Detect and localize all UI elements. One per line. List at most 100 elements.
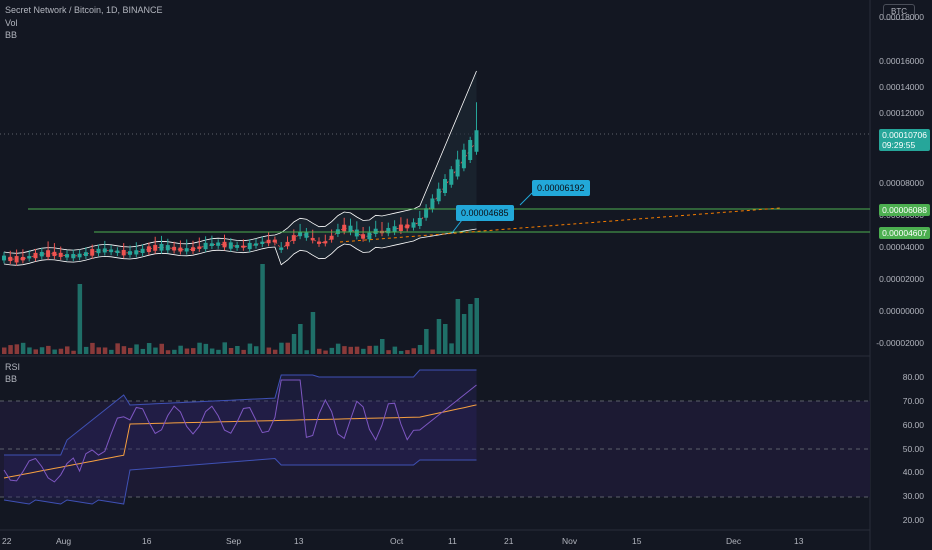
volume-bar — [153, 347, 158, 354]
horizontal-levels[interactable] — [28, 192, 870, 243]
volume-bar — [304, 350, 309, 354]
volume-bar — [191, 348, 196, 354]
volume-bar — [285, 342, 290, 354]
countdown: 09:29:55 — [882, 140, 916, 150]
volume-bar — [254, 346, 259, 354]
volume-bar — [134, 344, 139, 354]
bb-basis — [3, 140, 477, 260]
candle-body — [461, 149, 466, 169]
volume-bar — [96, 347, 101, 354]
candle-body — [285, 241, 290, 247]
rsi-axis-tick: 20.00 — [902, 515, 924, 525]
volume-bar — [354, 346, 360, 354]
price-axis-tick: 0.00012000 — [879, 108, 924, 118]
candle-body — [115, 250, 120, 253]
candle-body — [417, 218, 422, 226]
price-axis-tick: 0.00000000 — [879, 306, 924, 316]
volume-bar — [209, 348, 215, 354]
volume-bar — [247, 343, 253, 354]
volume-bar — [33, 349, 38, 354]
candle-body — [146, 246, 151, 253]
price-axis-tick: 0.00002000 — [879, 274, 924, 284]
symbol-title: Secret Network / Bitcoin, 1D, BINANCE — [5, 5, 163, 15]
rsi-indicator-label[interactable]: RSI — [5, 362, 21, 372]
candle-body — [411, 222, 416, 228]
volume-bar — [222, 342, 227, 354]
candle-body — [83, 252, 88, 256]
volume-bar — [20, 342, 26, 354]
volume-bar — [165, 350, 171, 354]
candle-body — [128, 251, 132, 255]
volume-bar — [310, 312, 316, 354]
volume-bar — [128, 347, 133, 354]
candle-body — [266, 239, 271, 244]
volume-bar — [90, 342, 95, 354]
volume-bar — [178, 345, 183, 354]
currency-badge[interactable]: BTC — [883, 4, 915, 20]
rsi-bb-lower — [3, 457, 477, 505]
candle-body — [398, 224, 403, 232]
volume-bar — [398, 350, 404, 354]
rsi-axis-tick: 50.00 — [902, 444, 924, 454]
volume-bar — [216, 349, 221, 354]
vol-indicator-label[interactable]: Vol — [5, 18, 18, 28]
volume-bar — [52, 349, 57, 354]
bb-lower — [3, 228, 477, 266]
volume-bar — [298, 324, 303, 354]
candle-body — [153, 244, 158, 251]
candle-body — [430, 198, 435, 210]
volume-bar — [474, 298, 479, 354]
volume-bar — [197, 342, 202, 354]
candle-body — [354, 229, 359, 237]
callout-lower[interactable]: 0.00004685 — [456, 205, 514, 221]
volume-bar — [235, 345, 240, 354]
volume-bar — [386, 350, 391, 354]
volume-bar — [380, 339, 385, 354]
price-axis-tick: 0.00018000 — [879, 12, 924, 22]
candle-body — [291, 235, 296, 241]
candle-body — [96, 248, 101, 254]
volume-bar — [443, 324, 448, 354]
candle-body — [449, 169, 454, 185]
candle-body — [102, 248, 107, 253]
bb-indicator-label[interactable]: BB — [5, 30, 18, 40]
candle-body — [203, 242, 208, 250]
rsi-bb-upper — [4, 369, 477, 456]
candle-body — [310, 238, 315, 241]
bollinger-bands — [3, 70, 477, 266]
price-axis-tick: 0.00014000 — [879, 82, 924, 92]
candle-body — [443, 179, 447, 193]
candle-body — [178, 247, 183, 252]
time-axis-tick: 15 — [632, 536, 642, 546]
rsi-lines — [3, 369, 477, 505]
callout-upper[interactable]: 0.00006192 — [532, 180, 590, 196]
candle-body — [2, 255, 6, 261]
volume-bar — [335, 343, 341, 354]
volume-bar — [436, 319, 442, 354]
time-axis-tick: 16 — [142, 536, 152, 546]
time-axis-tick: Nov — [562, 536, 578, 546]
volume-bar — [2, 347, 7, 354]
volume-bar — [329, 347, 335, 354]
volume-bar — [323, 350, 328, 354]
candle-body — [134, 250, 139, 255]
time-axis-tick: 13 — [794, 536, 804, 546]
candle-body — [474, 130, 479, 152]
candle-body — [39, 251, 44, 257]
volume-bar — [348, 346, 353, 354]
candle-body — [373, 228, 378, 234]
candle-body — [14, 256, 19, 263]
candle-body — [348, 225, 353, 233]
bb-fill — [4, 71, 477, 266]
candle-body — [77, 253, 82, 258]
candle-body — [367, 232, 372, 240]
candle-body — [254, 243, 258, 246]
level-tag-lower: 0.00004607 — [879, 227, 930, 239]
candle-body — [455, 159, 460, 177]
candle-body — [20, 256, 25, 261]
rsi-axis-tick: 60.00 — [902, 420, 924, 430]
time-axis-tick: Aug — [56, 536, 72, 546]
rsi-bb-label[interactable]: BB — [5, 374, 18, 384]
volume-bar — [405, 350, 410, 354]
